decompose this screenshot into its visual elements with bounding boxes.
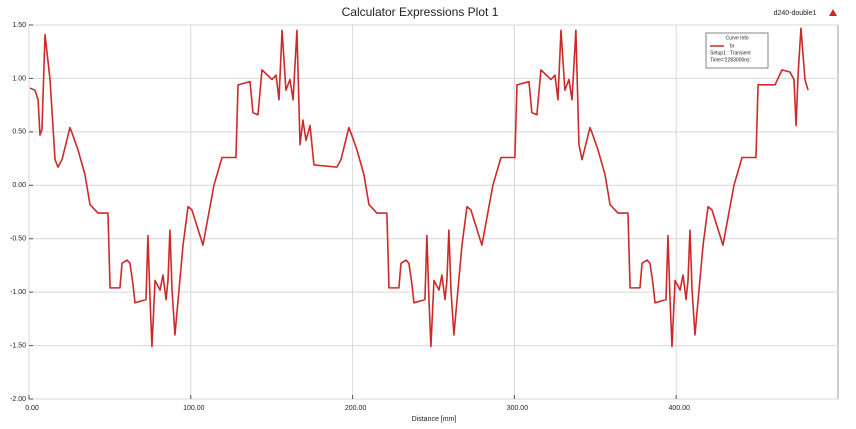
y-tick-label: -1.00 <box>10 289 26 296</box>
y-tick-label: 0.00 <box>12 182 26 189</box>
y-tick-label: 1.50 <box>12 22 26 29</box>
legend-line: Setup1 : Transient <box>710 50 751 56</box>
legend: Curve Info br Setup1 : Transient Time='2… <box>705 32 769 69</box>
x-tick-label: 300.00 <box>507 405 529 412</box>
chart-title: Calculator Expressions Plot 1 <box>342 5 499 19</box>
x-tick-label: 0.00 <box>25 405 39 412</box>
legend-line: Time='2283000ns' <box>710 57 751 63</box>
y-tick-label: -1.50 <box>10 342 26 349</box>
y-tick-label: -0.50 <box>10 236 26 243</box>
y-tick-label: 1.00 <box>12 75 26 82</box>
design-marker <box>829 9 837 16</box>
legend-entry: br <box>730 43 735 49</box>
design-name: d240-double1 <box>774 10 817 17</box>
x-tick-label: 100.00 <box>183 405 205 412</box>
data-line <box>29 27 809 348</box>
legend-title: Curve Info <box>725 35 748 41</box>
x-axis-label: Distance [mm] <box>412 416 457 423</box>
legend-box <box>705 32 769 69</box>
x-tick-label: 200.00 <box>345 405 367 412</box>
x-tick-label: 400.00 <box>668 405 690 412</box>
y-tick-label: 0.50 <box>12 129 26 136</box>
y-tick-label: -2.00 <box>10 396 26 403</box>
